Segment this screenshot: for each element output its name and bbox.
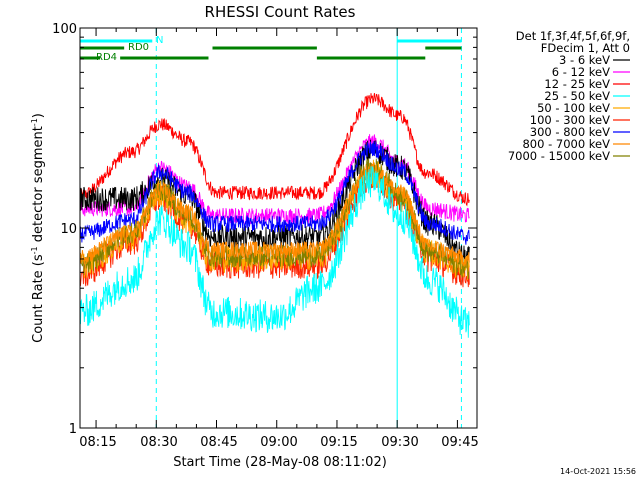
plot-area	[79, 27, 478, 429]
y-tick-label: 1	[69, 422, 77, 437]
series-lines	[80, 93, 470, 338]
vertical-markers	[80, 28, 462, 428]
x-tick-label: 08:45	[200, 435, 237, 450]
legend-header-decimation: FDecim 1, Att 0	[541, 41, 630, 55]
y-tick-label: 10	[60, 222, 77, 237]
series-line	[80, 158, 470, 280]
legend-label: 7000 - 15000 keV	[508, 149, 610, 163]
night-bar	[80, 39, 153, 43]
legend: Det 1f,3f,4f,5f,6f,9f, FDecim 1, Att 0 3…	[508, 29, 630, 163]
rd4-bar	[316, 56, 426, 60]
legend-label: 800 - 7000 keV	[522, 137, 610, 151]
rd0-label: RD0	[128, 42, 149, 53]
rd0-bar	[212, 46, 317, 50]
rd4-bar	[80, 56, 101, 60]
rd4-label: RD4	[96, 52, 117, 63]
night-label: N	[156, 35, 163, 46]
x-tick-label: 08:15	[79, 435, 116, 450]
x-tick-label: 09:30	[381, 435, 418, 450]
x-tick-label: 09:45	[441, 435, 478, 450]
chart-title: RHESSI Count Rates	[205, 3, 356, 21]
rd0-bar	[425, 46, 462, 50]
rd0-bar	[80, 46, 125, 50]
series-line	[80, 162, 470, 267]
legend-label: 100 - 300 keV	[530, 113, 610, 127]
footer-date: 14-Oct-2021 15:56	[560, 467, 636, 476]
x-tick-label: 09:15	[320, 435, 357, 450]
x-tick-label: 09:00	[260, 435, 297, 450]
x-tick-labels: 08:15 08:30 08:45 09:00 09:15 09:30 09:4…	[79, 435, 478, 450]
y-tick-labels: 1 10 100	[52, 22, 77, 437]
annotation-labels: N RD0 RD4	[96, 35, 163, 63]
legend-label: 12 - 25 keV	[544, 77, 610, 91]
axis-ticks	[80, 27, 477, 429]
attenuator-bars	[80, 39, 462, 60]
rd4-bar	[120, 56, 209, 60]
series-line	[80, 166, 470, 338]
x-tick-label: 08:30	[140, 435, 177, 450]
series-line	[80, 93, 470, 207]
series-line	[80, 141, 470, 245]
y-tick-label: 100	[52, 22, 77, 37]
legend-header-detectors: Det 1f,3f,4f,5f,6f,9f,	[516, 29, 630, 43]
legend-label: 25 - 50 keV	[544, 89, 610, 103]
legend-label: 3 - 6 keV	[559, 53, 610, 67]
night-bar	[397, 39, 462, 43]
legend-label: 50 - 100 keV	[537, 101, 610, 115]
y-axis-label: Count Rate (s-1 detector segment-1)	[30, 113, 46, 343]
legend-label: 6 - 12 keV	[552, 65, 610, 79]
legend-label: 300 - 800 keV	[530, 125, 610, 139]
x-axis-label: Start Time (28-May-08 08:11:02)	[173, 455, 387, 470]
